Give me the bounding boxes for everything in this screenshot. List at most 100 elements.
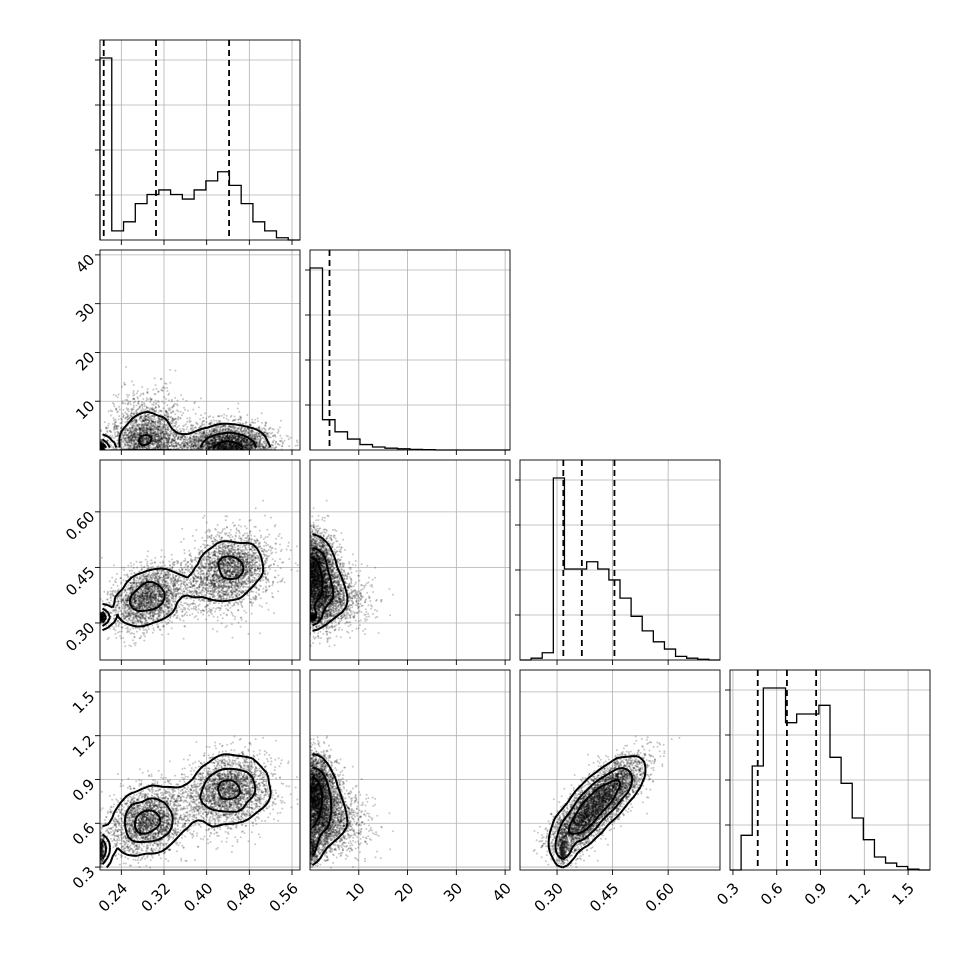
sample-point (271, 428, 274, 430)
sample-point (127, 437, 130, 440)
sample-point (143, 426, 146, 429)
sample-point (132, 408, 135, 411)
sample-point (112, 417, 115, 420)
sample-point (258, 432, 261, 435)
sample-point (100, 438, 103, 441)
sample-point (156, 439, 159, 442)
sample-point (145, 441, 148, 444)
sample-point (159, 431, 162, 434)
sample-point (146, 390, 149, 393)
sample-point (248, 434, 251, 437)
sample-point (142, 427, 145, 430)
sample-point (151, 428, 154, 431)
sample-point (154, 399, 157, 402)
sample-point (144, 408, 147, 411)
sample-point (250, 444, 253, 447)
sample-point (213, 428, 215, 430)
sample-point (152, 444, 155, 447)
sample-point (197, 444, 199, 447)
sample-point (239, 430, 242, 433)
sample-point (223, 434, 226, 437)
sample-point (223, 443, 225, 445)
sample-point (204, 447, 207, 450)
sample-point (242, 440, 245, 443)
sample-point (174, 424, 177, 427)
panel-frame (309, 249, 511, 451)
sample-point (128, 445, 131, 448)
sample-point (256, 442, 258, 445)
sample-point (257, 420, 260, 423)
sample-point (236, 444, 239, 447)
sample-point (150, 434, 153, 437)
sample-point (229, 446, 232, 449)
sample-point (138, 445, 141, 448)
sample-point (233, 435, 236, 438)
sample-point (148, 432, 151, 435)
sample-point (130, 434, 133, 437)
sample-point (151, 403, 154, 406)
sample-point (224, 436, 227, 439)
sample-point (226, 436, 229, 439)
sample-point (159, 428, 162, 431)
sample-point (206, 429, 208, 432)
sample-point (154, 434, 157, 437)
sample-point (154, 438, 157, 441)
sample-point (112, 393, 115, 396)
sample-point (116, 396, 119, 399)
sample-point (236, 448, 239, 450)
sample-point (238, 440, 241, 443)
sample-point (193, 444, 195, 447)
sample-point (200, 438, 203, 441)
sample-point (216, 445, 219, 448)
sample-point (144, 417, 147, 420)
sample-point (180, 394, 183, 396)
sample-point (238, 446, 240, 449)
sample-point (179, 443, 182, 446)
sample-point (169, 411, 172, 414)
sample-point (229, 429, 232, 432)
sample-point (164, 430, 167, 433)
sample-point (157, 446, 160, 449)
sample-point (144, 419, 147, 422)
sample-point (186, 442, 189, 445)
sample-point (264, 445, 267, 448)
sample-point (165, 411, 168, 414)
sample-point (244, 427, 247, 429)
sample-point (166, 444, 168, 447)
sample-point (211, 442, 214, 445)
sample-point (163, 413, 166, 416)
sample-point (156, 445, 159, 448)
sample-point (159, 440, 161, 442)
sample-point (150, 417, 153, 420)
sample-point (154, 421, 157, 424)
sample-point (250, 445, 253, 448)
sample-point (136, 390, 139, 393)
sample-point (205, 417, 208, 420)
sample-point (279, 439, 281, 442)
sample-point (161, 386, 164, 389)
sample-point (224, 446, 227, 449)
panel-0-0 (99, 40, 300, 241)
sample-point (147, 444, 150, 447)
sample-point (129, 400, 132, 403)
sample-point (151, 414, 154, 417)
sample-point (258, 435, 261, 438)
sample-point (146, 421, 149, 424)
sample-point (126, 409, 129, 412)
sample-point (214, 441, 217, 444)
sample-point (225, 447, 228, 450)
sample-point (133, 429, 136, 432)
sample-point (138, 406, 141, 408)
sample-point (258, 442, 261, 444)
sample-point (162, 443, 164, 446)
sample-point (165, 410, 168, 413)
sample-point (140, 437, 143, 440)
sample-point (135, 435, 138, 437)
sample-point (237, 437, 239, 440)
sample-point (129, 438, 132, 441)
sample-point (274, 442, 277, 445)
sample-point (222, 448, 225, 450)
sample-point (117, 424, 120, 427)
sample-point (162, 386, 165, 389)
sample-point (100, 443, 102, 445)
